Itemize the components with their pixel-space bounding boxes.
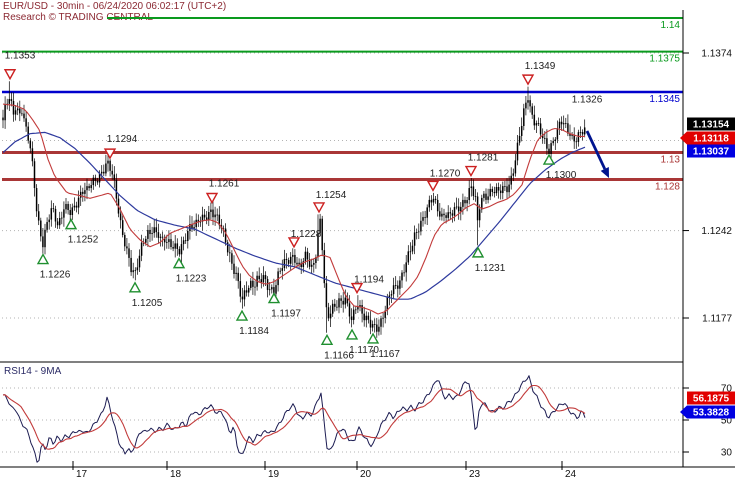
pivot-support-marker bbox=[542, 153, 556, 165]
pivot-label-1.1231: 1.1231 bbox=[475, 263, 506, 274]
pivot-label-1.1294: 1.1294 bbox=[107, 134, 138, 145]
candlestick-series bbox=[2, 81, 586, 338]
day-tick-label-19: 19 bbox=[268, 469, 280, 480]
pivot-resistance-marker bbox=[3, 69, 17, 81]
pivot-label-1.1254: 1.1254 bbox=[316, 190, 347, 201]
pivot-support-marker bbox=[471, 246, 485, 258]
rsi-tick-label-30: 30 bbox=[721, 448, 733, 459]
level-label-1.1345: 1.1345 bbox=[649, 94, 680, 105]
day-tick-label-24: 24 bbox=[565, 469, 577, 480]
fast-moving-average-line bbox=[2, 103, 585, 315]
forecast-arrow-head bbox=[600, 167, 609, 178]
pivot-resistance-marker bbox=[350, 282, 364, 295]
pivot-resistance-marker bbox=[205, 192, 219, 204]
level-label-1.13: 1.13 bbox=[661, 155, 681, 166]
last-price-label-1.13154-text: 1.13154 bbox=[693, 120, 730, 131]
pivot-resistance-marker bbox=[521, 74, 535, 86]
pivot-support-marker bbox=[345, 328, 359, 340]
pivot-support-marker bbox=[366, 332, 380, 344]
pivot-label-1.1281: 1.1281 bbox=[468, 153, 499, 164]
pivot-label-1.1194: 1.1194 bbox=[354, 275, 384, 286]
pivot-label-1.1166: 1.1166 bbox=[324, 350, 354, 361]
last-price-label-1.13118-text: 1.13118 bbox=[693, 134, 729, 145]
rsi-value-label-56.1875 bbox=[687, 391, 735, 405]
pivot-label-1.1349: 1.1349 bbox=[525, 61, 556, 72]
price-tick-label-1.1242: 1.1242 bbox=[701, 226, 732, 237]
pivot-label-1.1184: 1.1184 bbox=[239, 326, 269, 337]
day-tick-label-17: 17 bbox=[76, 469, 88, 480]
slow-moving-average-line bbox=[2, 131, 586, 300]
pivot-label-1.1270: 1.1270 bbox=[430, 168, 461, 179]
rsi-tick-label-50: 50 bbox=[721, 416, 733, 427]
price-tick-label-1.1177: 1.1177 bbox=[702, 314, 732, 325]
last-price-label-1.13118-pointer bbox=[680, 131, 687, 145]
last-price-label-1.13154 bbox=[687, 117, 735, 131]
pivot-resistance-marker bbox=[103, 148, 117, 160]
rsi-line bbox=[2, 375, 586, 463]
pivot-label-1.1167: 1.1167 bbox=[370, 349, 400, 360]
level-label-1.14: 1.14 bbox=[661, 20, 681, 31]
rsi-value-label-53.3828 bbox=[687, 405, 735, 419]
pivot-label-1.1197: 1.1197 bbox=[271, 309, 301, 320]
pivot-support-marker bbox=[36, 253, 50, 265]
pivot-label-1.1252: 1.1252 bbox=[68, 235, 99, 246]
pivot-resistance-marker bbox=[426, 180, 440, 192]
pivot-label-1.1226: 1.1226 bbox=[40, 270, 71, 281]
level-label-1.128: 1.128 bbox=[655, 181, 680, 192]
last-price-label-1.13037 bbox=[687, 144, 735, 158]
pivot-label-1.1300: 1.1300 bbox=[546, 170, 577, 181]
pivot-label-1.1228: 1.1228 bbox=[291, 229, 322, 240]
rsi-value-label-53.3828-pointer bbox=[680, 405, 687, 419]
day-tick-label-18: 18 bbox=[170, 469, 182, 480]
pivot-support-marker bbox=[64, 218, 78, 230]
pivot-support-marker bbox=[320, 333, 334, 346]
pivot-support-marker bbox=[128, 281, 142, 293]
rsi-moving-average-line bbox=[2, 384, 586, 450]
pivot-label-1.1353: 1.1353 bbox=[5, 51, 36, 62]
level-label-1.1375: 1.1375 bbox=[649, 54, 680, 65]
pivot-support-marker bbox=[172, 257, 186, 269]
price-tick-label-1.1374: 1.1374 bbox=[701, 49, 732, 60]
last-price-label-1.13037-text: 1.13037 bbox=[693, 147, 730, 158]
pivot-label-1.1205: 1.1205 bbox=[132, 298, 163, 309]
chart-title: EUR/USD - 30min - 06/24/2020 06:02:17 (U… bbox=[3, 1, 227, 12]
pivot-resistance-marker bbox=[464, 165, 478, 178]
pivot-support-marker bbox=[235, 309, 249, 321]
rsi-value-label-53.3828-text: 53.3828 bbox=[693, 408, 730, 419]
rsi-panel-title: RSI14 - 9MA bbox=[4, 366, 62, 377]
day-tick-label-20: 20 bbox=[360, 469, 372, 480]
day-tick-label-23: 23 bbox=[469, 469, 481, 480]
rsi-tick-label-70: 70 bbox=[721, 384, 733, 395]
forecast-down-arrow bbox=[585, 130, 607, 170]
pivot-resistance-marker bbox=[287, 237, 301, 249]
pivot-label-1.1170: 1.1170 bbox=[349, 345, 379, 356]
research-provider-label: Research © TRADING CENTRAL bbox=[3, 12, 153, 23]
rsi-value-label-56.1875-text: 56.1875 bbox=[693, 394, 730, 405]
annotation-1.1326: 1.1326 bbox=[572, 95, 603, 106]
last-price-label-1.13118 bbox=[687, 131, 735, 145]
pivot-label-1.1261: 1.1261 bbox=[209, 179, 240, 190]
pivot-support-marker bbox=[267, 292, 281, 304]
pivot-resistance-marker bbox=[312, 202, 326, 214]
pivot-label-1.1223: 1.1223 bbox=[176, 274, 207, 285]
